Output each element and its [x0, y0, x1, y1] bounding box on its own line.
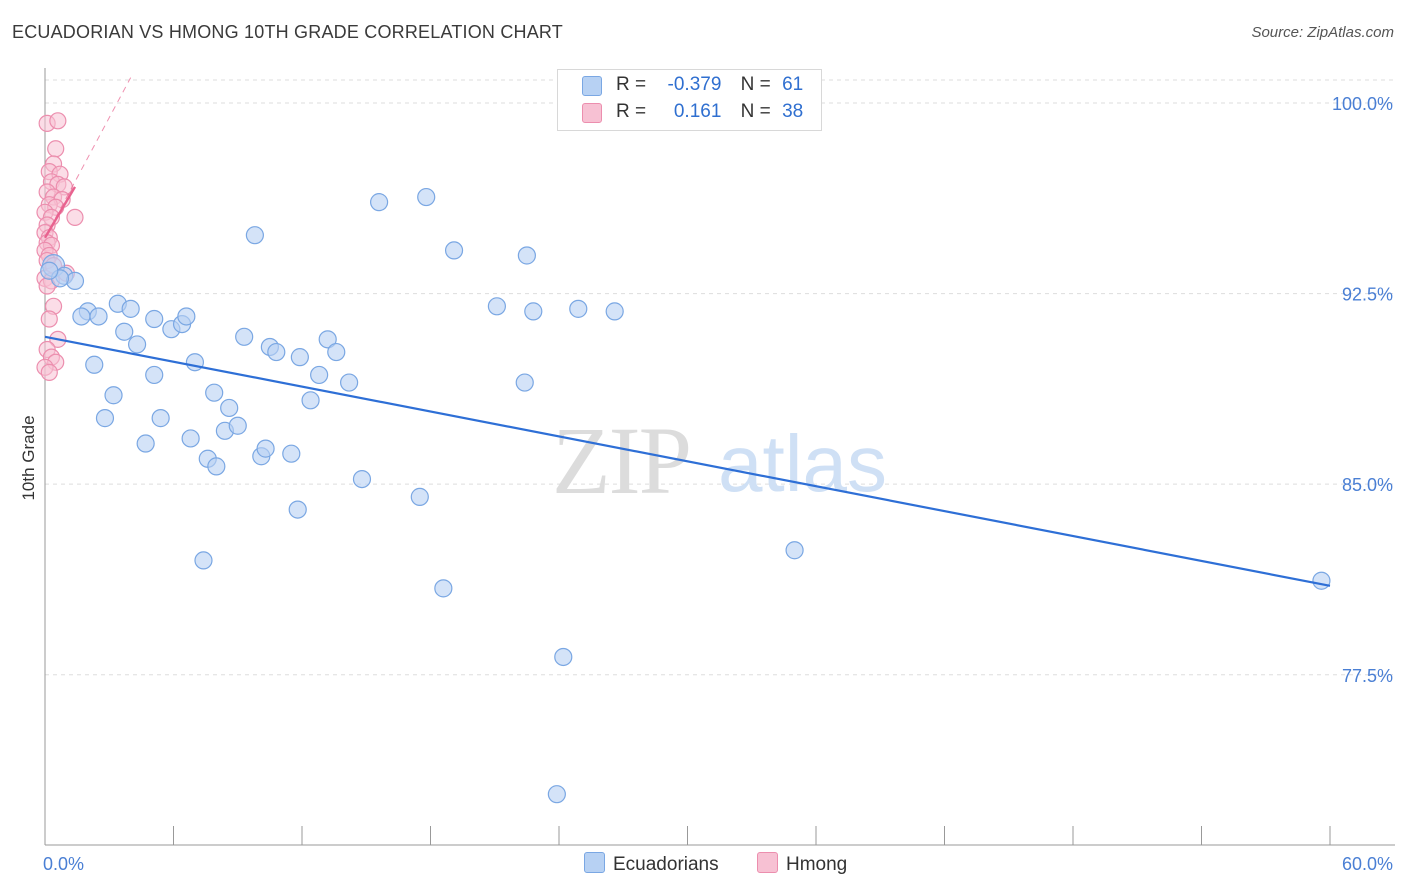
- ecuadorian-point: [310, 365, 329, 385]
- ecuadorian-point: [220, 398, 239, 418]
- ecuadorian-point: [207, 457, 226, 476]
- ecuadorian-point: [524, 302, 543, 321]
- trend-lines: [43, 77, 1331, 587]
- ecuadorian-point: [340, 373, 359, 392]
- hmong-point: [66, 208, 84, 226]
- ecuadorian-point: [517, 246, 536, 265]
- ecuadorian-point: [136, 434, 155, 453]
- y-tick-label: 85.0%: [1342, 475, 1393, 495]
- x-tick-label: 60.0%: [1342, 854, 1393, 874]
- ecuadorian-point: [434, 579, 453, 598]
- ecuadorian-point: [417, 187, 436, 207]
- ecuadorian-point: [410, 487, 429, 506]
- ecuadorian-points: [40, 187, 1331, 804]
- grid-lines: [45, 79, 1395, 676]
- legend-r-label: R =: [616, 74, 647, 95]
- ecuadorian-point: [327, 342, 346, 362]
- ecuadorian-point: [121, 299, 140, 318]
- ecuadorian-point: [554, 647, 573, 667]
- ecuadorian-point: [40, 261, 59, 280]
- legend-label-ecuadorians: Ecuadorians: [613, 854, 719, 875]
- ecuadorian-point: [181, 429, 200, 448]
- ecuadorian-point: [194, 551, 213, 570]
- ecuadorian-point: [115, 322, 134, 341]
- ecuadorian-point: [235, 327, 254, 346]
- ecuadorian-point: [89, 307, 108, 326]
- y-tick-label: 77.5%: [1342, 666, 1393, 686]
- ecuadorian-point: [104, 386, 123, 405]
- stats-legend: R = -0.379 N = 61 R = 0.161 N = 38: [557, 69, 822, 131]
- legend-r-value: 0.161: [673, 101, 722, 122]
- legend-swatch-blue: [584, 852, 605, 873]
- legend-n-label: N =: [740, 74, 771, 95]
- chart-title: ECUADORIAN VS HMONG 10TH GRADE CORRELATI…: [12, 22, 564, 42]
- hmong-trend-line: [43, 186, 77, 239]
- ecuadorian-point: [318, 330, 337, 349]
- ecuadorian-point: [245, 226, 264, 245]
- legend-swatch-blue: [582, 76, 602, 96]
- ecuadorian-point: [85, 355, 104, 374]
- x-tick-label: 0.0%: [43, 854, 84, 874]
- legend-r-value: -0.379: [667, 74, 722, 95]
- ecuadorian-point: [487, 297, 506, 316]
- ecuadorian-point: [177, 307, 196, 326]
- ecuadorian-point: [370, 193, 389, 212]
- ecuadorian-point: [282, 444, 301, 463]
- watermark-zip: ZIP: [552, 407, 690, 514]
- ecuadorian-point: [256, 439, 275, 458]
- ecuadorian-point: [127, 335, 147, 354]
- ecuadorian-point: [352, 469, 372, 489]
- ecuadorian-point: [444, 241, 464, 260]
- hmong-trend-extension: [44, 77, 132, 238]
- ecuadorian-point: [205, 383, 224, 402]
- ecuadorian-point: [151, 409, 170, 428]
- hmong-point: [47, 140, 65, 158]
- hmong-points: [36, 112, 84, 381]
- y-tick-label: 92.5%: [1342, 285, 1393, 305]
- ecuadorian-point: [228, 416, 247, 435]
- tick-labels: 100.0% 92.5% 85.0% 77.5% 0.0% 60.0%: [43, 94, 1393, 874]
- ecuadorian-point: [145, 309, 164, 329]
- legend-n-value: 61: [782, 74, 804, 95]
- y-tick-label: 100.0%: [1332, 94, 1393, 114]
- ecuadorian-point: [290, 348, 309, 367]
- ecuadorian-point: [547, 785, 566, 804]
- ecuadorian-point: [605, 302, 624, 321]
- legend-n-value: 38: [782, 101, 804, 122]
- ecuadorian-point: [145, 365, 164, 385]
- watermark-atlas: atlas: [718, 419, 887, 508]
- ecuadorian-point: [267, 342, 286, 362]
- legend-swatch-pink: [582, 103, 602, 123]
- legend-swatch-pink: [757, 852, 778, 873]
- ecuadorian-point: [515, 373, 534, 392]
- hmong-point: [49, 112, 67, 130]
- ecuadorian-trend-line: [44, 335, 1331, 587]
- ecuadorian-point: [72, 307, 91, 326]
- ecuadorian-point: [569, 299, 588, 318]
- ecuadorian-point: [288, 500, 307, 519]
- legend-label-hmong: Hmong: [786, 854, 848, 875]
- ecuadorian-point: [95, 409, 115, 428]
- legend-item-hmong: Hmong: [757, 852, 847, 876]
- ecuadorian-point: [1312, 571, 1331, 590]
- legend-r-label: R =: [616, 101, 647, 122]
- ecuadorian-point: [185, 353, 205, 372]
- source-label: Source: ZipAtlas.com: [1251, 24, 1394, 41]
- hmong-point: [40, 310, 58, 328]
- ecuadorian-point: [785, 541, 804, 560]
- ecuadorian-point: [301, 391, 320, 410]
- legend-n-label: N =: [740, 101, 771, 122]
- hmong-point: [40, 363, 58, 381]
- ecuadorian-point: [65, 271, 85, 291]
- y-axis-label: 10th Grade: [19, 415, 38, 500]
- legend-item-ecuadorians: Ecuadorians: [584, 852, 719, 876]
